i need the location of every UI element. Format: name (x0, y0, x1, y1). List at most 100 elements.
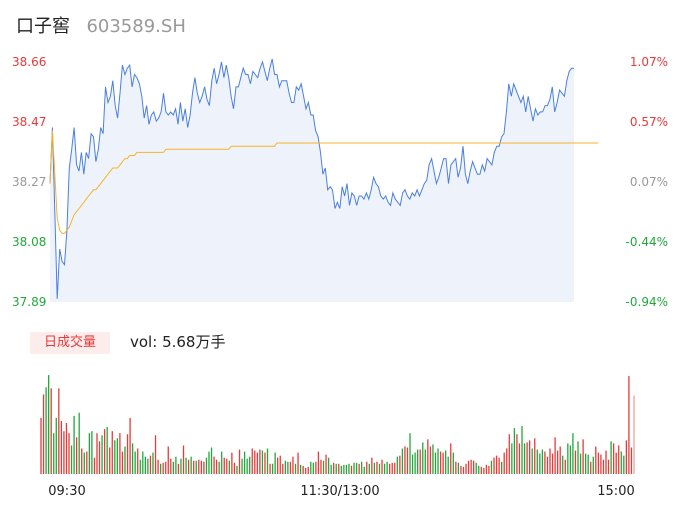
volume-bar (50, 388, 52, 474)
volume-bar (264, 452, 266, 474)
volume-bar (579, 453, 582, 474)
volume-bar (109, 447, 111, 474)
volume-bar (432, 444, 434, 474)
volume-bar (106, 427, 108, 474)
volume-bar (422, 442, 424, 474)
volume-bar (292, 456, 294, 474)
volume-bar (378, 463, 381, 474)
volume-bar (551, 453, 554, 474)
volume-bar (98, 441, 101, 474)
volume-prefix: vol: (130, 333, 158, 351)
volume-bar (452, 452, 454, 474)
y-right-tick-label: -0.94% (626, 295, 668, 309)
volume-bar (554, 437, 556, 474)
volume-bar (249, 456, 251, 474)
volume-bar (544, 451, 546, 474)
x-tick-label: 15:00 (597, 484, 634, 499)
volume-bar (615, 452, 617, 474)
volume-bar (162, 462, 164, 474)
volume-bar (73, 415, 75, 474)
volume-bar (409, 433, 411, 474)
volume-bar (116, 438, 118, 474)
volume-bar (569, 445, 572, 474)
volume-bar (541, 449, 544, 474)
volume-bar (582, 439, 584, 474)
volume-bar (350, 465, 353, 474)
volume-bar (562, 455, 564, 474)
volume-bar (289, 461, 292, 474)
volume-bar (134, 451, 136, 474)
volume-bar (439, 451, 442, 474)
volume-bar (630, 447, 633, 474)
volume-bar (233, 462, 236, 474)
volume-bar (88, 433, 91, 474)
x-ticks: 09:30 11:30/13:00 15:00 (48, 484, 634, 499)
volume-bar (612, 443, 615, 474)
volume-bar (633, 395, 635, 474)
volume-bar (480, 466, 482, 474)
volume-bar (343, 464, 345, 474)
volume-bar (86, 451, 88, 474)
volume-bar (335, 463, 337, 474)
volume-bar (96, 433, 98, 474)
volume-bar (312, 462, 314, 474)
volume-bar (401, 448, 404, 474)
y-left-tick-label: 38.08 (12, 235, 46, 249)
volume-bar (65, 423, 68, 474)
volume-bar (259, 449, 261, 474)
volume-bar (187, 459, 190, 474)
volume-bar (620, 451, 622, 474)
volume-bar (623, 455, 625, 474)
volume-bar (386, 461, 388, 474)
volume-bar (539, 453, 541, 474)
volume-bar (47, 375, 50, 474)
volume-bar (442, 452, 444, 474)
volume-label[interactable]: 日成交量 (30, 332, 110, 354)
volume-bar (605, 450, 607, 474)
volume-bar (315, 461, 317, 474)
volume-bar (246, 458, 248, 474)
average-price-line (49, 130, 599, 234)
volume-bar (302, 465, 304, 474)
volume-bar (327, 457, 330, 474)
volume-bar (457, 462, 460, 474)
volume-bar (485, 464, 488, 474)
volume-bar (205, 457, 208, 474)
volume-readout: vol: 5.68万手 (130, 332, 225, 352)
volume-bar (592, 456, 594, 474)
volume-bar (371, 457, 373, 474)
volume-bar (124, 446, 126, 474)
volume-bar (68, 433, 70, 474)
volume-bar (70, 445, 73, 474)
y-right-tick-label: 0.07% (630, 175, 668, 189)
volume-bar (172, 461, 174, 474)
volume-bar (297, 452, 299, 474)
volume-bar (389, 463, 391, 474)
volume-bar (600, 454, 602, 474)
volume-bar (42, 394, 45, 474)
volume-bar (238, 449, 241, 474)
volume-bar (147, 458, 149, 474)
y-left-tick-label: 38.27 (12, 175, 46, 189)
volume-bar (208, 451, 210, 474)
volume-bar (81, 448, 83, 474)
volume-bar (131, 443, 134, 474)
stock-name: 口子窖 (16, 16, 70, 37)
volume-bar (628, 376, 630, 474)
volume-bar (373, 462, 376, 474)
volume-bar (455, 461, 457, 474)
volume-bar (488, 465, 490, 474)
volume-bar (226, 458, 228, 474)
volume-bar (195, 460, 197, 474)
volume-bar (221, 451, 223, 474)
volume-bar (445, 450, 447, 474)
volume-bar (348, 463, 350, 474)
price-area (50, 58, 574, 303)
volume-bar (358, 463, 360, 474)
volume-bar (383, 463, 386, 474)
volume-bar (305, 467, 307, 474)
volume-bar (137, 448, 139, 474)
volume-bar (236, 465, 238, 474)
volume-bar (58, 388, 60, 474)
volume-bar (177, 463, 180, 474)
